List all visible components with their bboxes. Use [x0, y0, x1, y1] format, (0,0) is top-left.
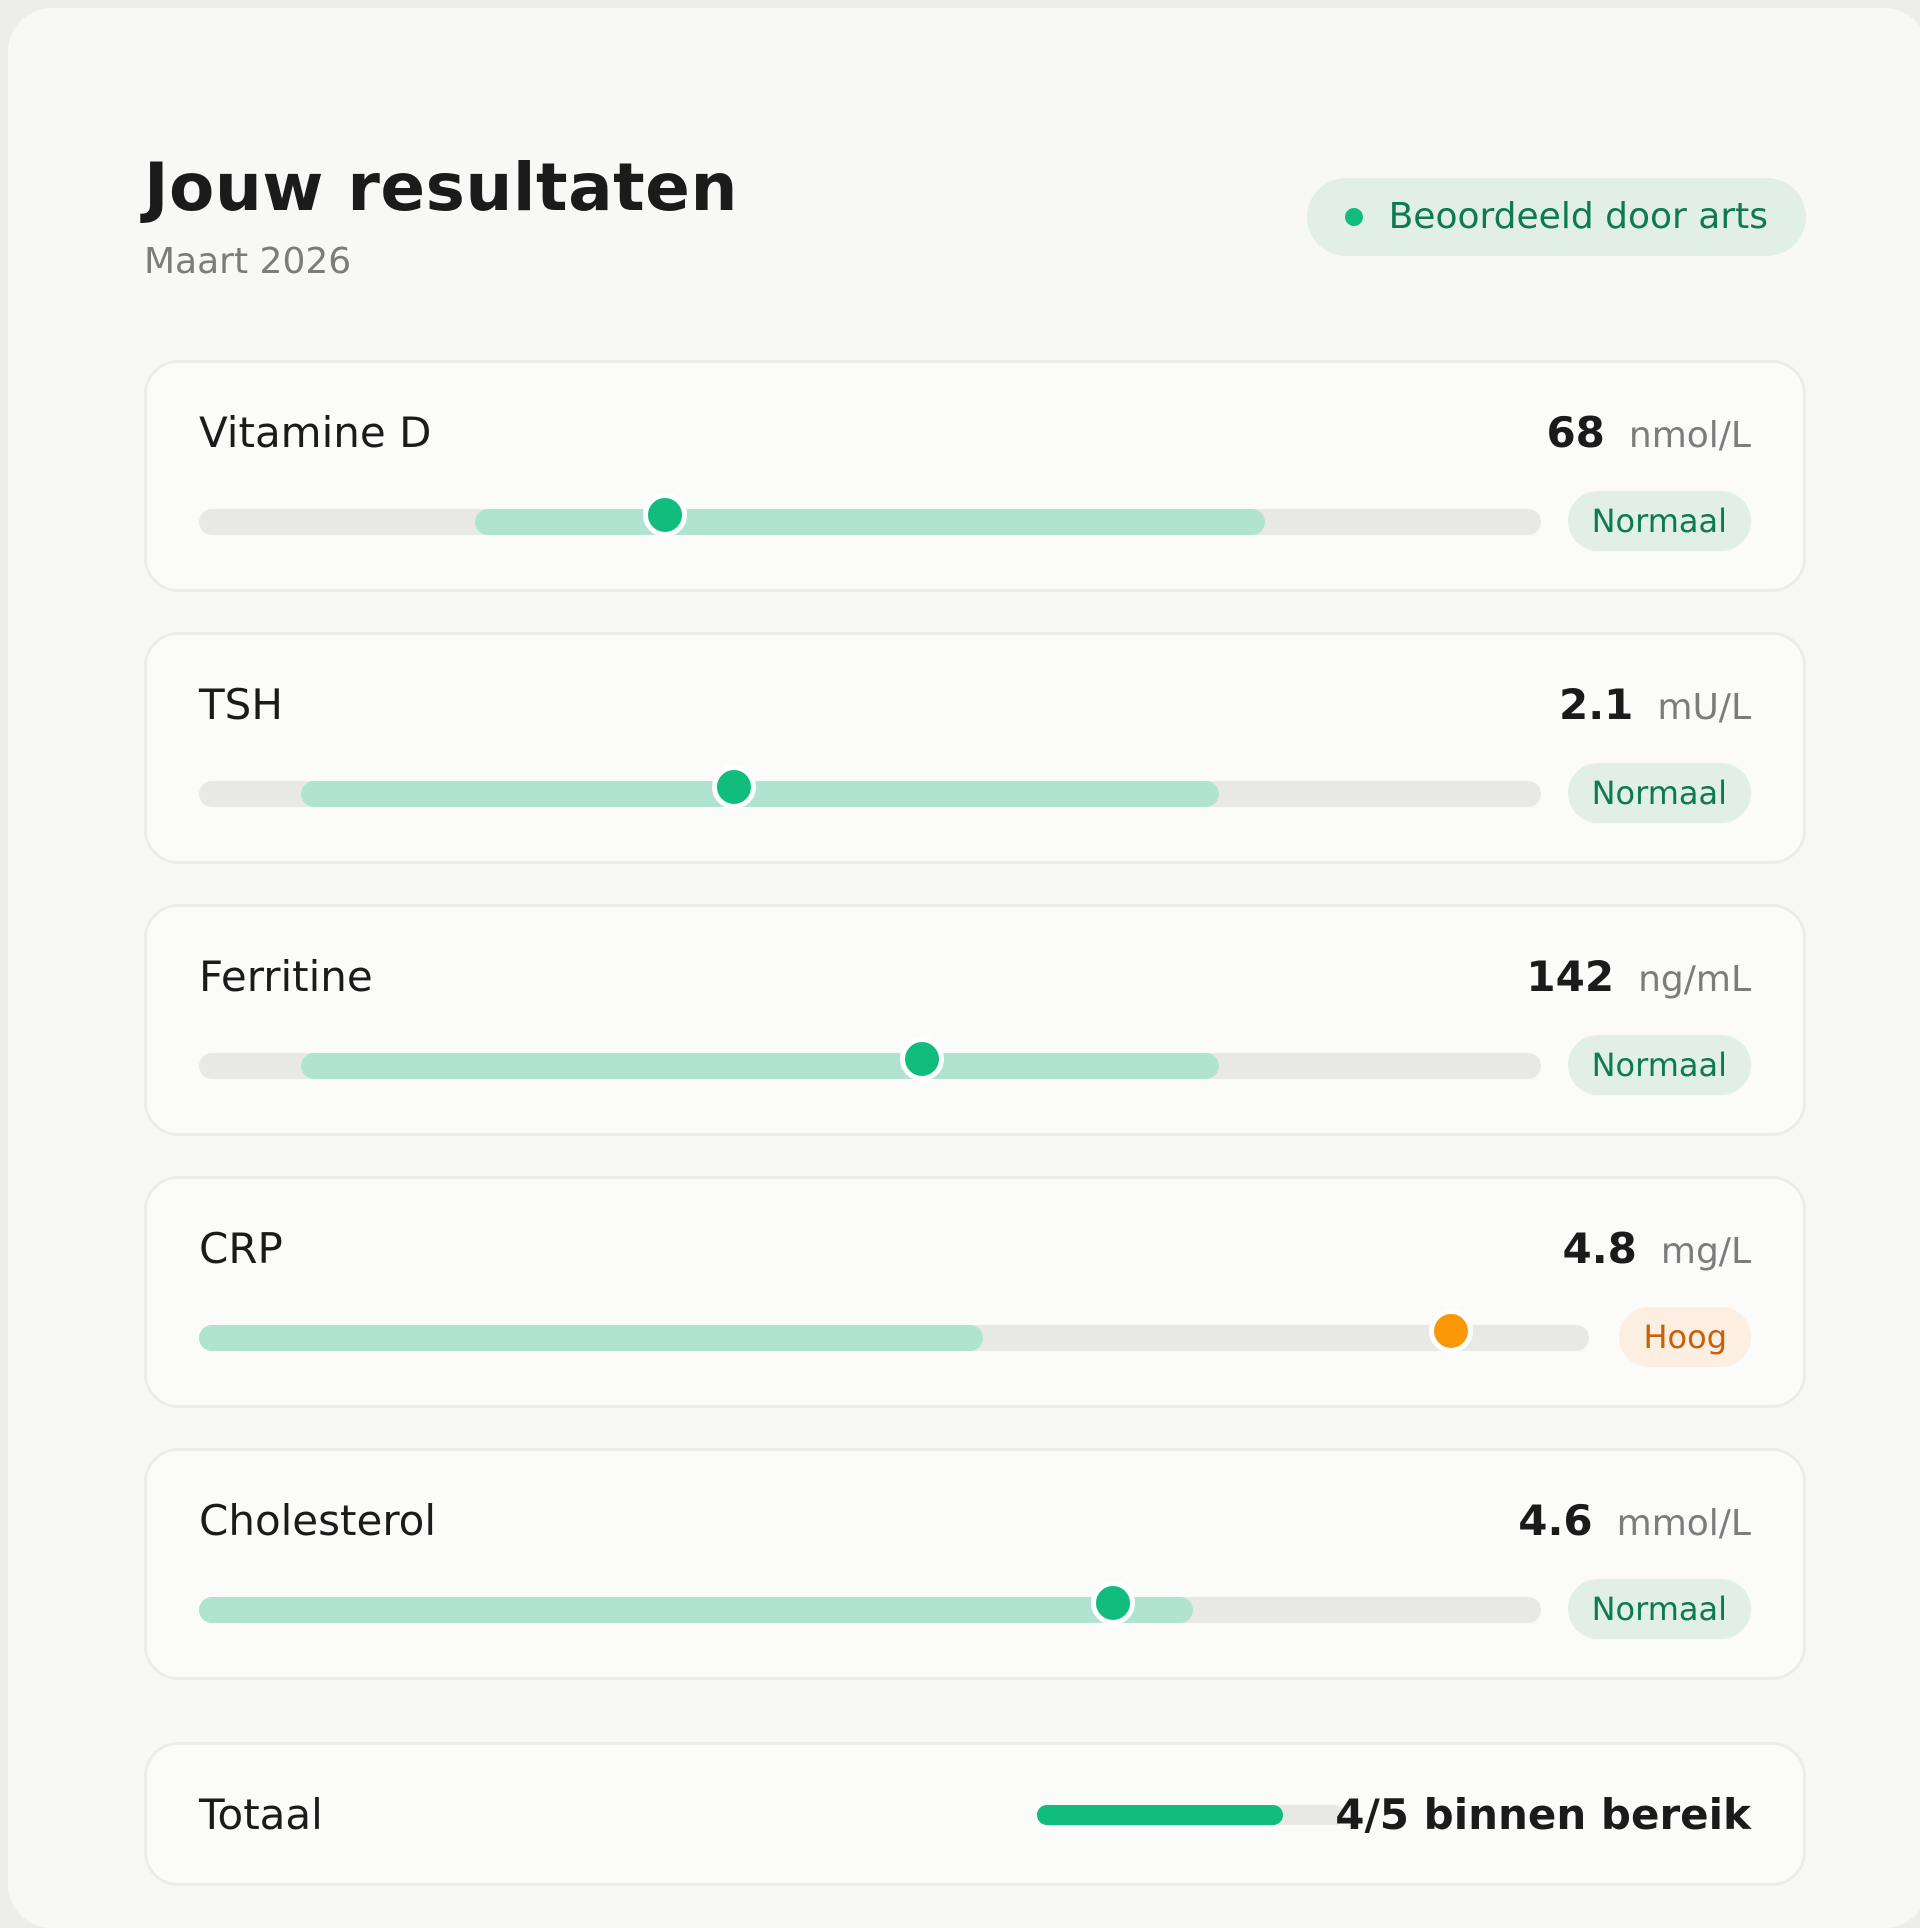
result-value: 68 [1546, 408, 1605, 457]
reference-range-bar [300, 1053, 1219, 1079]
total-progress-fill [1037, 1805, 1284, 1825]
status-badge: Normaal [1567, 1035, 1751, 1095]
reference-range-bar [199, 1325, 983, 1351]
reviewed-by-doctor-badge: Beoordeeld door arts [1306, 178, 1806, 256]
result-unit: mmol/L [1616, 1503, 1751, 1544]
result-range-track [199, 1309, 1589, 1353]
reference-range-bar [300, 781, 1219, 807]
result-value-marker [1090, 1581, 1135, 1625]
result-unit: ng/mL [1638, 959, 1751, 1000]
result-reading: 4.6 mmol/L [1518, 1495, 1751, 1556]
result-value-marker [1429, 1309, 1474, 1353]
result-name: TSH [199, 680, 283, 729]
results-panel: Jouw resultaten Maart 2026 Beoordeeld do… [8, 8, 1920, 1928]
result-value-marker [642, 493, 687, 537]
status-dot-icon [1344, 208, 1363, 226]
result-name: Vitamine D [199, 408, 432, 457]
results-header: Jouw resultaten Maart 2026 Beoordeeld do… [144, 144, 1806, 304]
result-unit: mg/L [1660, 1231, 1751, 1272]
total-summary-card: Totaal 4/5 binnen bereik [144, 1742, 1806, 1886]
result-card-vitamine-d[interactable]: Vitamine D 68 nmol/L Normaal [144, 360, 1806, 592]
result-card-tsh[interactable]: TSH 2.1 mU/L Normaal [144, 632, 1806, 864]
results-date: Maart 2026 [144, 241, 352, 282]
result-card-ferritine[interactable]: Ferritine 142 ng/mL Normaal [144, 904, 1806, 1136]
reviewed-badge-label: Beoordeeld door arts [1388, 196, 1768, 237]
result-name: Cholesterol [199, 1496, 437, 1545]
total-label: Totaal [199, 1790, 323, 1839]
result-name: CRP [199, 1224, 283, 1273]
result-range-track [199, 493, 1541, 537]
result-reading: 142 ng/mL [1526, 951, 1751, 1012]
result-range-track [199, 765, 1541, 809]
status-badge: Hoog [1619, 1307, 1751, 1367]
status-badge: Normaal [1567, 763, 1751, 823]
reference-range-bar [199, 1597, 1194, 1623]
status-badge: Normaal [1567, 491, 1751, 551]
result-value-marker [712, 765, 757, 809]
result-name: Ferritine [199, 952, 373, 1001]
result-unit: mU/L [1657, 687, 1751, 728]
result-reading: 4.8 mg/L [1562, 1223, 1751, 1284]
result-value: 4.8 [1562, 1224, 1637, 1273]
result-card-cholesterol[interactable]: Cholesterol 4.6 mmol/L Normaal [144, 1448, 1806, 1680]
result-card-crp[interactable]: CRP 4.8 mg/L Hoog [144, 1176, 1806, 1408]
result-range-track [199, 1037, 1541, 1081]
reference-range-bar [475, 509, 1265, 535]
result-value: 4.6 [1518, 1496, 1593, 1545]
page-title: Jouw resultaten [144, 149, 738, 226]
total-summary-text: 4/5 binnen bereik [1335, 1790, 1751, 1839]
result-value: 2.1 [1558, 680, 1634, 729]
result-value: 142 [1526, 952, 1615, 1001]
status-badge: Normaal [1567, 1579, 1751, 1639]
result-value-marker [900, 1037, 945, 1081]
result-reading: 68 nmol/L [1546, 407, 1751, 468]
total-progress-track [1037, 1805, 1345, 1825]
result-range-track [199, 1581, 1541, 1625]
result-unit: nmol/L [1628, 415, 1751, 456]
result-reading: 2.1 mU/L [1559, 679, 1751, 740]
